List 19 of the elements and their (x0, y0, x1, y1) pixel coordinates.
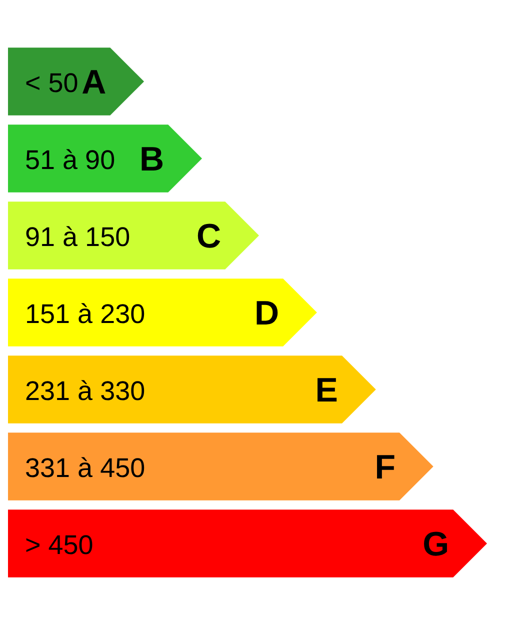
y-tick-label: 231 à 330 (25, 376, 146, 406)
y-tick-label: 51 à 90 (25, 145, 116, 176)
y-tick-label: 331 à 450 (25, 453, 146, 484)
annotation: A (82, 64, 106, 102)
y-tick-label: < 50 (25, 68, 78, 98)
y-tick-label: > 450 (25, 530, 94, 560)
annotation: G (422, 526, 450, 564)
bar (8, 356, 376, 424)
y-tick-label: 151 à 230 (25, 299, 146, 330)
annotation: D (254, 294, 280, 333)
annotation: E (315, 372, 338, 410)
annotation: B (140, 140, 164, 179)
annotation: C (196, 218, 222, 256)
bar (8, 432, 434, 500)
bar (8, 510, 487, 578)
y-tick-label: 91 à 150 (25, 222, 130, 252)
bar (8, 202, 259, 270)
bar (8, 278, 317, 346)
annotation: F (374, 448, 396, 487)
